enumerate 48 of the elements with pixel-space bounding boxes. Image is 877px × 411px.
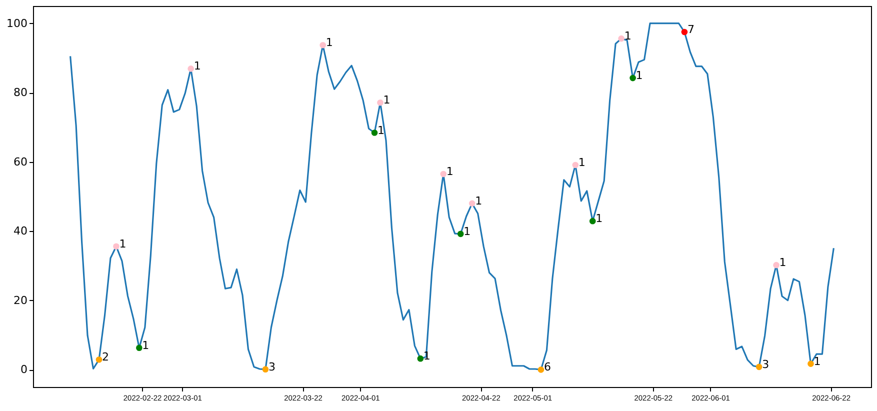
point bbox=[589, 218, 596, 224]
y-tick-label: 60 bbox=[14, 155, 28, 168]
point bbox=[773, 262, 780, 268]
point bbox=[320, 42, 326, 48]
point bbox=[538, 366, 544, 373]
annotation: 1 bbox=[596, 212, 603, 226]
point bbox=[756, 364, 762, 370]
y-tick-label: 100 bbox=[6, 16, 28, 30]
annotation: 3 bbox=[762, 358, 770, 371]
point bbox=[371, 130, 378, 136]
annotation: 1 bbox=[378, 124, 385, 137]
annotation: 1 bbox=[779, 256, 786, 270]
y-tick-label: 80 bbox=[14, 86, 28, 100]
annotation: 1 bbox=[464, 224, 471, 238]
point bbox=[468, 200, 476, 207]
point bbox=[113, 243, 120, 250]
annotation: 1 bbox=[423, 350, 430, 363]
point bbox=[377, 99, 384, 106]
y-tick-label: 40 bbox=[14, 224, 28, 238]
point bbox=[457, 230, 464, 238]
point bbox=[808, 360, 814, 367]
point bbox=[572, 162, 579, 168]
point bbox=[681, 28, 688, 36]
point bbox=[417, 355, 424, 362]
annotation: 1 bbox=[636, 69, 643, 82]
y-tick-label: 20 bbox=[14, 294, 28, 307]
annotation: 1 bbox=[119, 237, 126, 250]
point bbox=[188, 66, 194, 72]
point bbox=[262, 366, 269, 372]
annotation: 1 bbox=[142, 338, 150, 352]
annotation: 1 bbox=[326, 36, 333, 50]
annotation: 1 bbox=[624, 30, 632, 43]
annotation: 1 bbox=[578, 156, 586, 169]
y-tick-label: 0 bbox=[20, 363, 28, 376]
point bbox=[96, 356, 102, 363]
annotation: 1 bbox=[814, 354, 821, 368]
annotation: 7 bbox=[687, 22, 694, 36]
point bbox=[630, 74, 636, 82]
point bbox=[618, 35, 624, 42]
annotation: 1 bbox=[475, 194, 482, 208]
annotation: 2 bbox=[102, 350, 110, 364]
point bbox=[440, 170, 447, 178]
annotation: 1 bbox=[383, 94, 390, 107]
annotation: 1 bbox=[194, 60, 201, 73]
point bbox=[136, 344, 142, 352]
annotation: 3 bbox=[268, 360, 276, 374]
annotation: 6 bbox=[544, 360, 551, 374]
annotation: 1 bbox=[446, 164, 454, 178]
